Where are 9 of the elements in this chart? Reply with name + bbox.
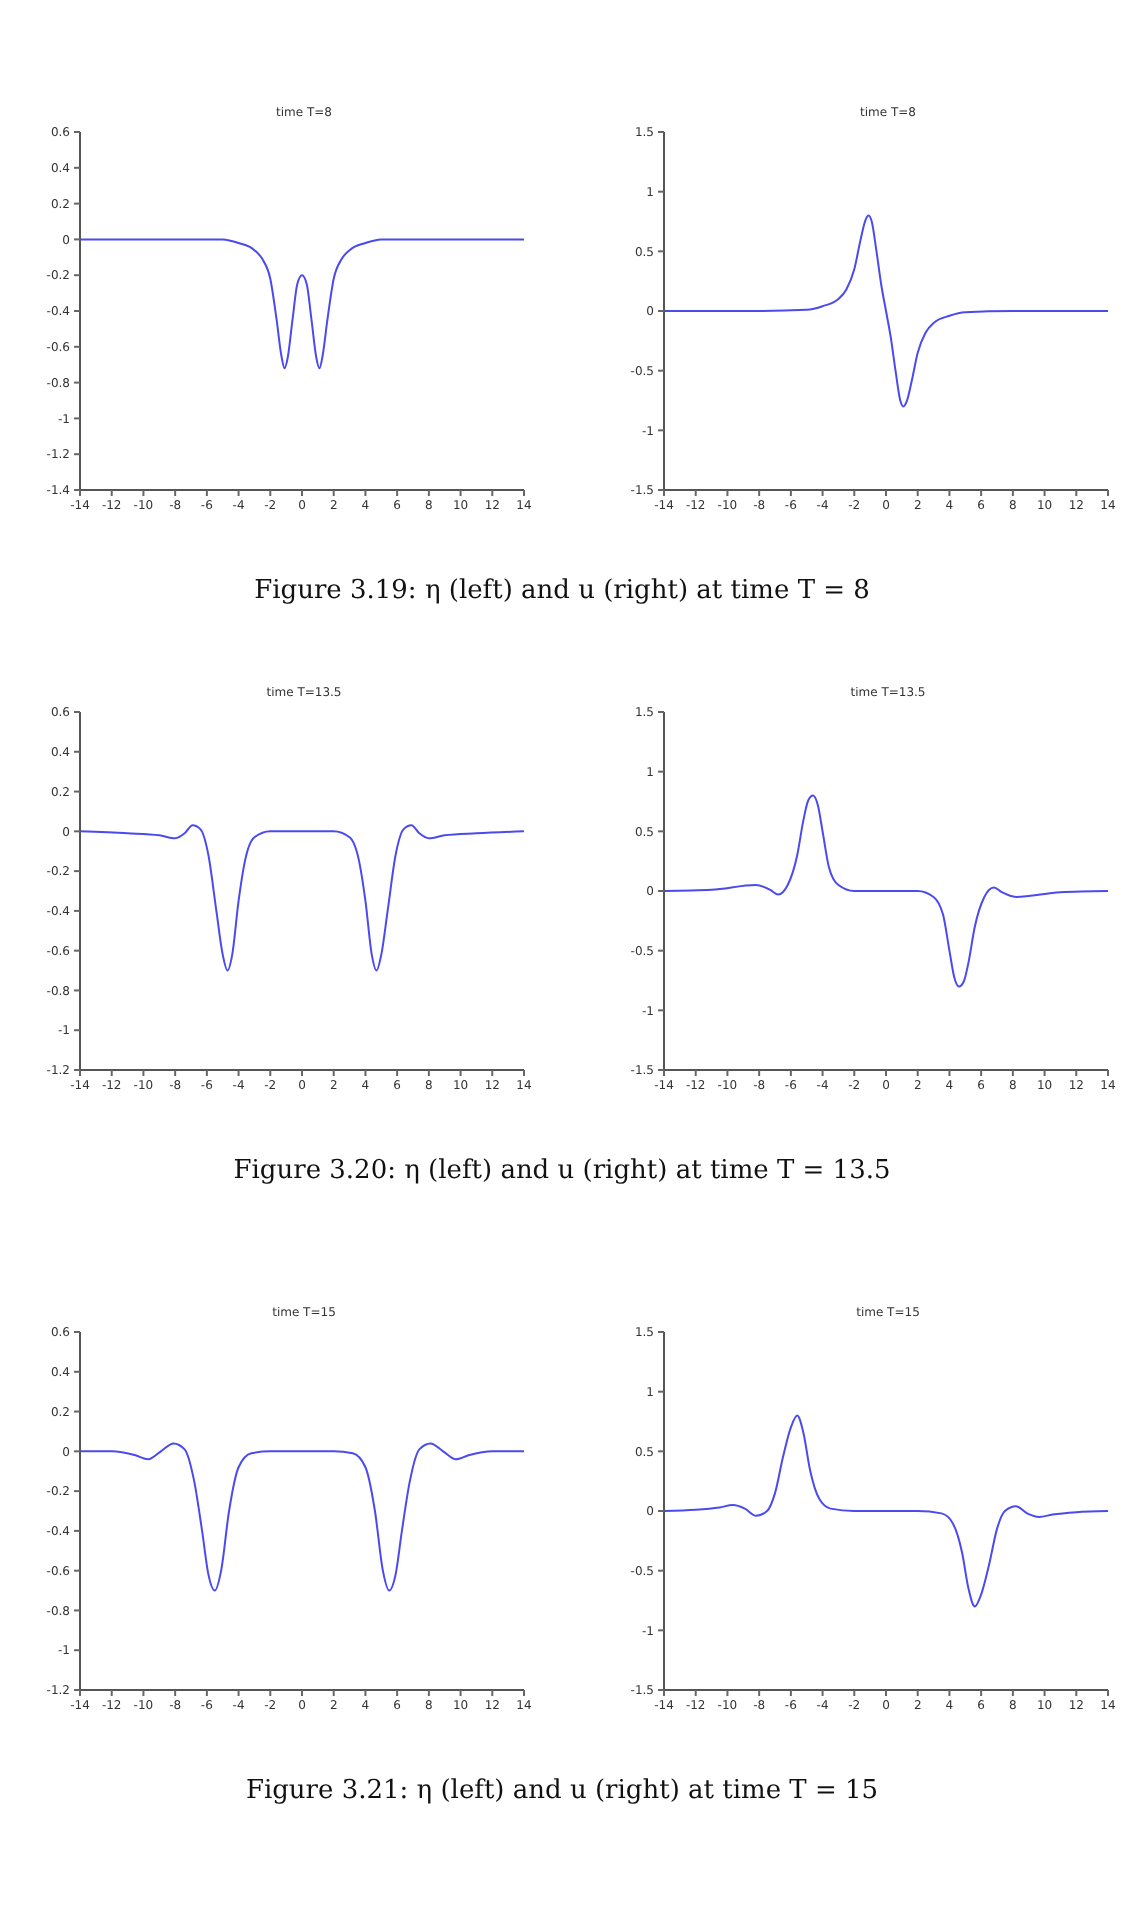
caption: Figure 3.21: η (left) and u (right) at time T = 15 [243,1776,881,1806]
caption: Figure 3.19: η (left) and u (right) at time T = 8 [252,576,872,606]
line-series [664,794,1108,988]
caption: Figure 3.20: η (left) and u (right) at time T = 13.5 [231,1156,893,1186]
line-series [80,238,524,370]
line-series [80,824,524,972]
line-series [664,1414,1108,1608]
line-series [80,1442,524,1592]
line-series [664,214,1108,408]
